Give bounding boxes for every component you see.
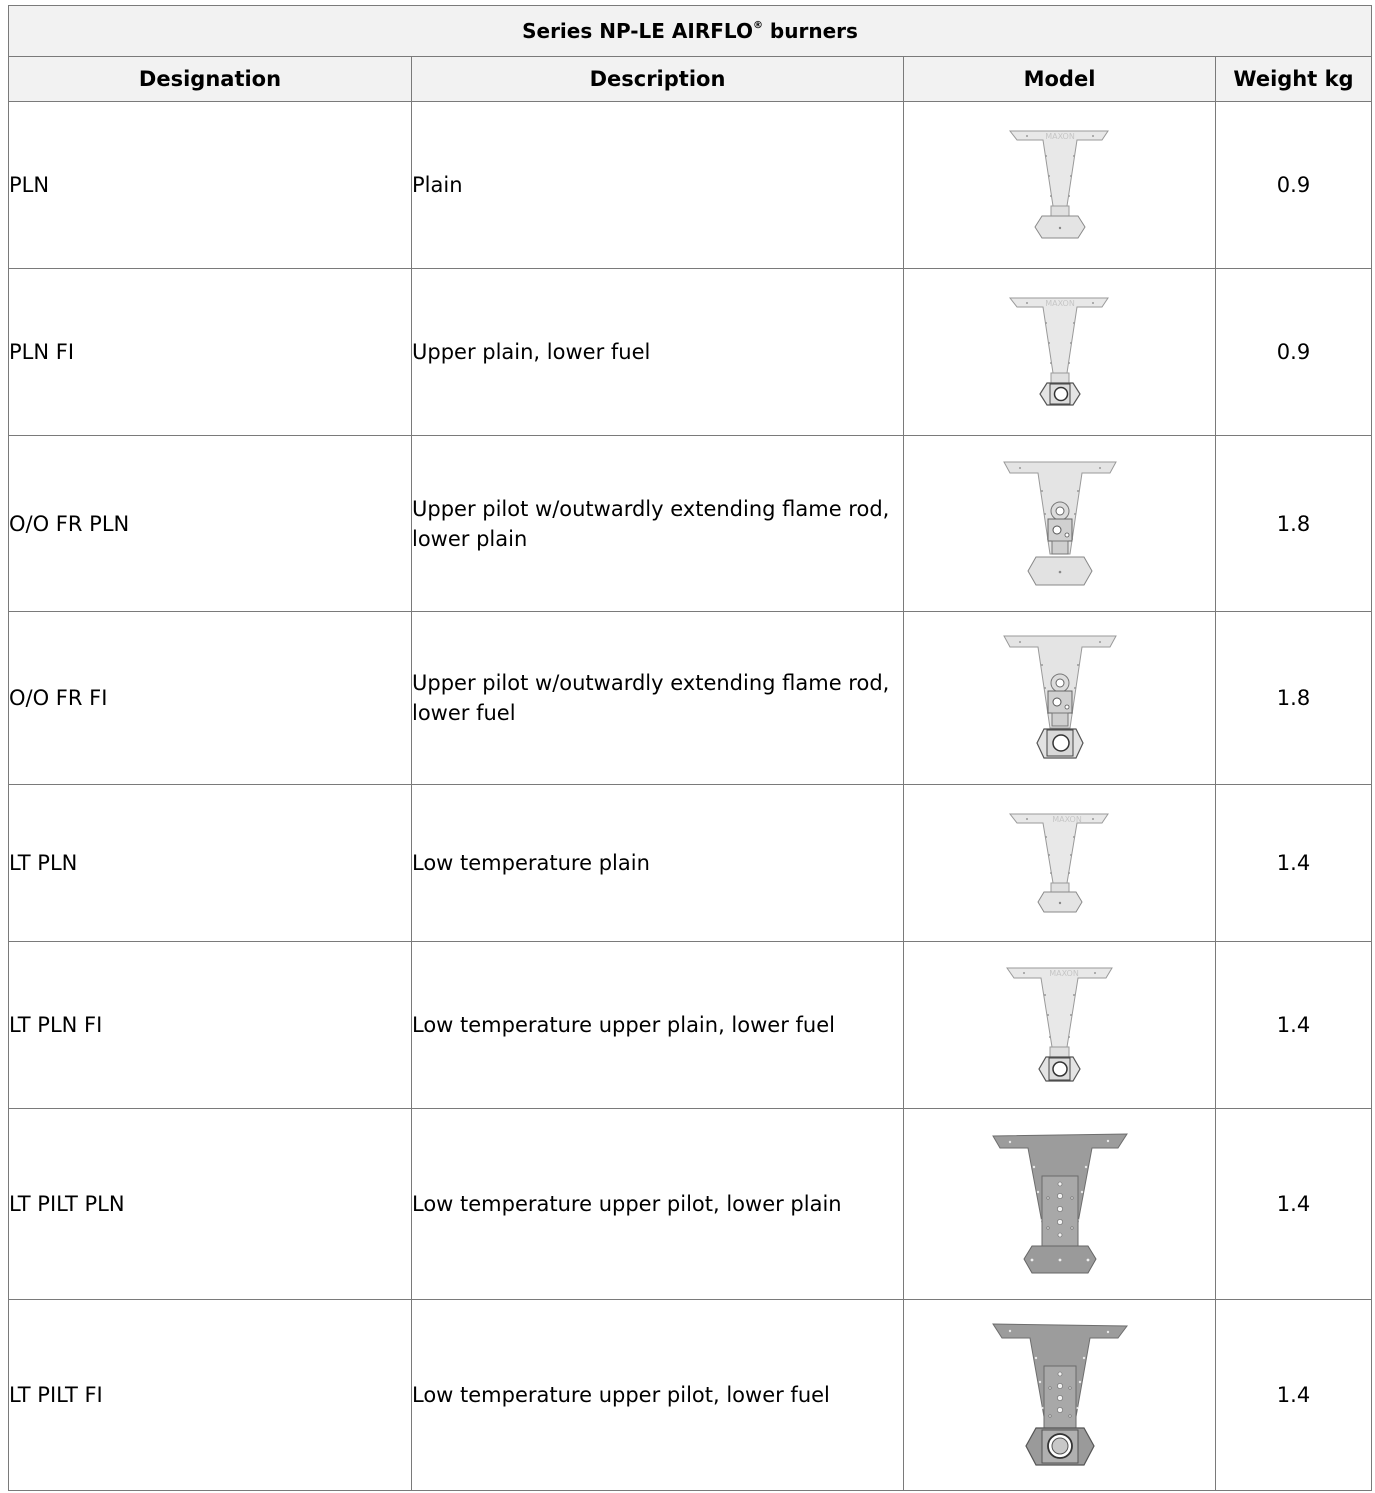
header-designation: Designation <box>8 56 412 102</box>
table-header-row: Designation Description Model Weight kg <box>8 56 1372 102</box>
designation-cell: LT PLN <box>8 784 412 942</box>
header-model: Model <box>903 56 1216 102</box>
table-title-tail: burners <box>762 19 858 43</box>
model-cell: MAXON <box>903 784 1216 942</box>
weight-cell: 0.9 <box>1215 268 1372 436</box>
description-cell: Upper pilot w/outwardly extending flame … <box>411 611 904 785</box>
header-description: Description <box>411 56 904 102</box>
designation-cell: O/O FR FI <box>8 611 412 785</box>
designation-cell: LT PILT PLN <box>8 1108 412 1300</box>
table-row: LT PLN Low temperature plain MAXON 1.4 <box>8 784 1372 942</box>
maxon-logo-text: MAXON <box>1045 299 1075 308</box>
designation-cell: PLN FI <box>8 268 412 436</box>
model-cell <box>903 611 1216 785</box>
plain-burner-icon: MAXON <box>1008 130 1109 238</box>
description-cell: Upper pilot w/outwardly extending flame … <box>411 435 904 612</box>
low-temp-plain-burner-icon: MAXON <box>1008 813 1109 912</box>
designation-cell: LT PLN FI <box>8 941 412 1109</box>
model-cell <box>903 435 1216 612</box>
designation-cell: LT PILT FI <box>8 1299 412 1491</box>
weight-cell: 1.4 <box>1215 941 1372 1109</box>
registered-mark: ® <box>752 20 763 32</box>
low-temp-pilot-fuel-burner-icon <box>991 1323 1128 1466</box>
table-title-row: Series NP-LE AIRFLO® burners <box>8 5 1372 57</box>
model-cell <box>903 1108 1216 1300</box>
weight-cell: 1.8 <box>1215 435 1372 612</box>
maxon-logo-text: MAXON <box>1045 132 1075 141</box>
description-cell: Low temperature upper pilot, lower plain <box>411 1108 904 1300</box>
weight-cell: 1.4 <box>1215 1299 1372 1491</box>
description-cell: Upper plain, lower fuel <box>411 268 904 436</box>
designation-cell: O/O FR PLN <box>8 435 412 612</box>
table-row: O/O FR FI Upper pilot w/outwardly extend… <box>8 611 1372 785</box>
table-row: LT PILT PLN Low temperature upper pilot,… <box>8 1108 1372 1300</box>
model-cell: MAXON <box>903 101 1216 269</box>
table-title: Series NP-LE AIRFLO® burners <box>8 5 1372 57</box>
low-temp-pilot-plain-burner-icon <box>991 1132 1128 1273</box>
pilot-flame-rod-fuel-burner-icon <box>1002 635 1117 759</box>
weight-cell: 1.8 <box>1215 611 1372 785</box>
model-cell: MAXON <box>903 268 1216 436</box>
model-cell: MAXON <box>903 941 1216 1109</box>
table-row: O/O FR PLN Upper pilot w/outwardly exten… <box>8 435 1372 612</box>
table-row: LT PILT FI Low temperature upper pilot, … <box>8 1299 1372 1491</box>
burner-spec-table: Series NP-LE AIRFLO® burners Designation… <box>8 5 1372 1491</box>
plain-fuel-burner-icon: MAXON <box>1008 297 1109 406</box>
weight-cell: 1.4 <box>1215 784 1372 942</box>
designation-cell: PLN <box>8 101 412 269</box>
weight-cell: 1.4 <box>1215 1108 1372 1300</box>
table-row: PLN FI Upper plain, lower fuel MAXON 0.9 <box>8 268 1372 436</box>
description-cell: Plain <box>411 101 904 269</box>
description-cell: Low temperature upper plain, lower fuel <box>411 941 904 1109</box>
model-cell <box>903 1299 1216 1491</box>
weight-cell: 0.9 <box>1215 101 1372 269</box>
maxon-logo-text: MAXON <box>1049 969 1079 978</box>
description-cell: Low temperature upper pilot, lower fuel <box>411 1299 904 1491</box>
maxon-logo-text: MAXON <box>1052 815 1082 824</box>
description-cell: Low temperature plain <box>411 784 904 942</box>
low-temp-plain-fuel-burner-icon: MAXON <box>1006 967 1113 1082</box>
pilot-flame-rod-plain-burner-icon <box>1002 461 1117 585</box>
table-title-main: Series NP-LE AIRFLO <box>522 19 753 43</box>
header-weight: Weight kg <box>1215 56 1372 102</box>
table-row: LT PLN FI Low temperature upper plain, l… <box>8 941 1372 1109</box>
table-row: PLN Plain MAXON 0.9 <box>8 101 1372 269</box>
